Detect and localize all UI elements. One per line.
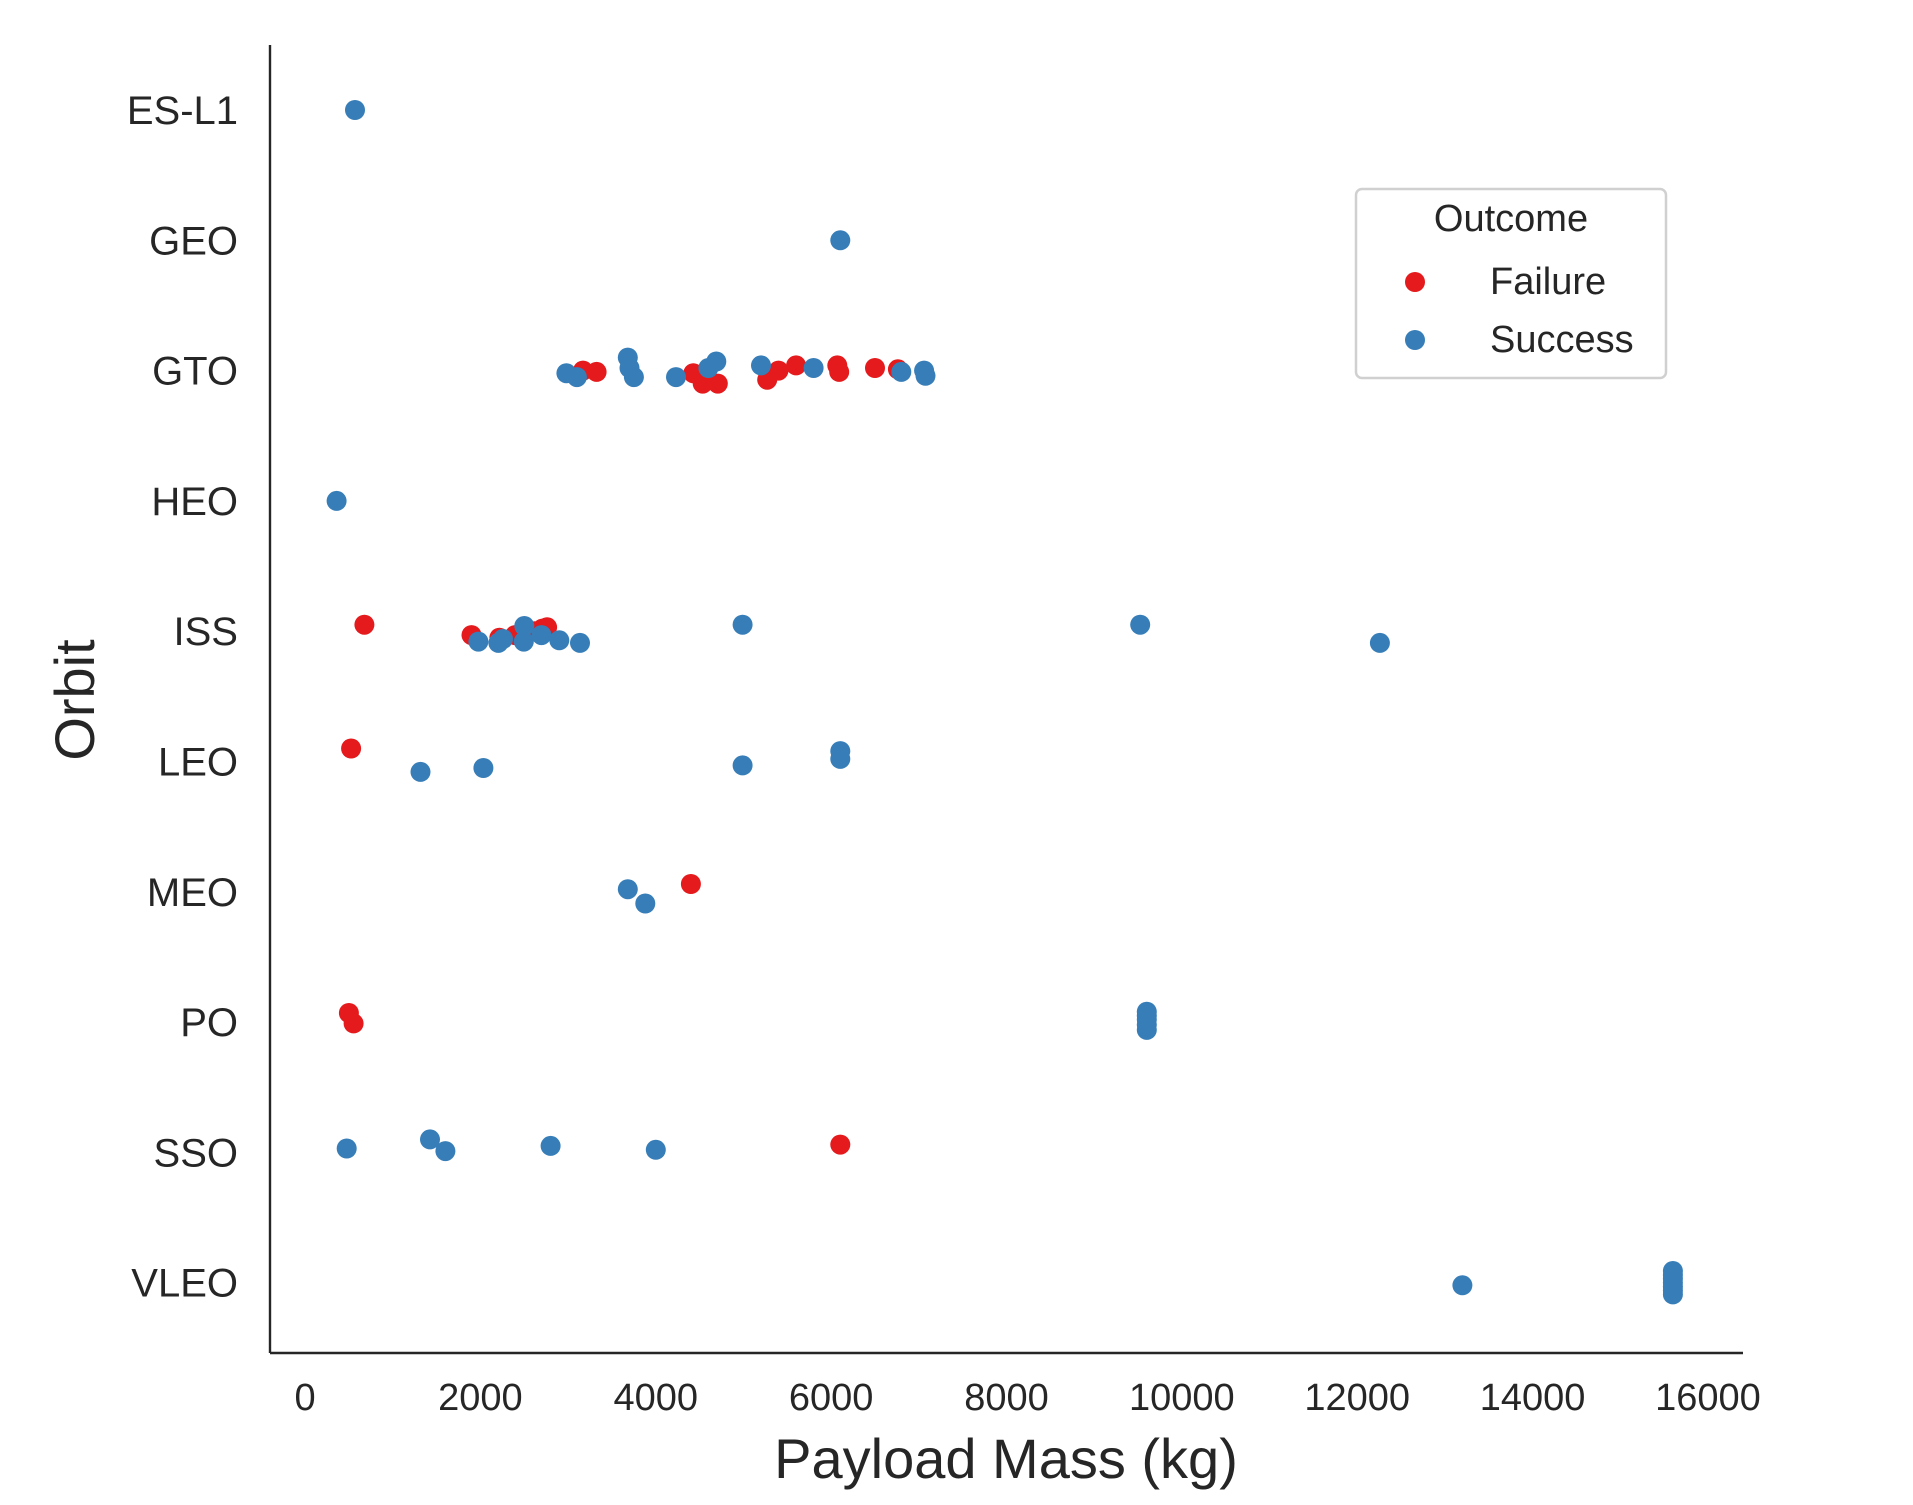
point-success-gto-11 <box>803 358 824 378</box>
y-tick-label-gto: GTO <box>152 350 238 394</box>
legend-label-success: Success <box>1490 319 1634 361</box>
axes <box>268 45 1743 1355</box>
point-failure-gto-10 <box>865 358 885 378</box>
point-success-iss-25 <box>1130 614 1151 635</box>
x-tick-label-4000: 4000 <box>614 1377 699 1419</box>
y-tick-label-iss: ISS <box>174 610 238 654</box>
point-success-iss-16 <box>468 631 489 652</box>
y-axis-label: Orbit <box>43 639 106 761</box>
point-success-leo-29 <box>732 755 753 776</box>
point-failure-iss-12 <box>354 614 375 635</box>
point-success-sso-40 <box>420 1129 440 1150</box>
y-tick-label-leo: LEO <box>158 741 238 785</box>
point-failure-gto-4 <box>707 373 728 394</box>
point-success-vleo-44 <box>1452 1275 1473 1296</box>
point-success-gto-12 <box>891 361 912 382</box>
point-success-iss-19 <box>514 616 535 636</box>
legend-title: Outcome <box>1434 198 1588 240</box>
legend-label-failure: Failure <box>1490 261 1606 303</box>
point-success-iss-22 <box>549 630 570 651</box>
point-success-gto-7 <box>666 367 686 388</box>
point-failure-gto-1 <box>586 361 607 382</box>
point-success-iss-21 <box>531 625 552 646</box>
x-tick-label-6000: 6000 <box>789 1377 874 1419</box>
point-success-geo-1 <box>830 230 851 251</box>
x-tick-labels: 0 2000 4000 6000 8000 10000 12000 14000 16000 <box>295 1377 1761 1419</box>
y-tick-label-sso: SSO <box>154 1131 238 1175</box>
x-tick-label-0: 0 <box>295 1377 316 1419</box>
point-success-sso-39 <box>336 1138 357 1159</box>
point-failure-po-23 <box>343 1013 364 1034</box>
point-success-gto-9 <box>706 351 727 372</box>
x-tick-label-2000: 2000 <box>438 1377 523 1419</box>
y-tick-label-vleo: VLEO <box>131 1262 238 1306</box>
y-tick-label-meo: MEO <box>147 871 238 915</box>
legend: Outcome Failure Success <box>1354 187 1668 380</box>
point-success-meo-33 <box>635 893 656 914</box>
point-success-iss-20 <box>513 631 534 652</box>
point-success-vleo-51 <box>1662 1284 1683 1305</box>
x-tick-label-8000: 8000 <box>964 1377 1049 1419</box>
y-tick-label-heo: HEO <box>151 480 238 524</box>
y-tick-label-geo: GEO <box>149 219 238 263</box>
point-failure-gto-7 <box>786 355 807 376</box>
legend-marker-failure <box>1405 272 1425 292</box>
legend-box <box>1354 187 1668 380</box>
point-success-sso-42 <box>540 1135 561 1156</box>
point-success-leo-31 <box>830 748 851 769</box>
point-success-iss-18 <box>493 629 513 649</box>
point-success-leo-28 <box>473 758 494 778</box>
point-failure-sso-24 <box>830 1134 851 1155</box>
point-failure-gto-3 <box>692 373 713 394</box>
point-failure-gto-9 <box>829 361 850 382</box>
point-success-meo-32 <box>617 879 638 900</box>
point-failure-leo-20 <box>341 738 362 759</box>
y-tick-label-es-l1: ES-L1 <box>127 89 238 133</box>
x-tick-label-14000: 14000 <box>1480 1377 1586 1419</box>
point-success-gto-10 <box>751 355 771 376</box>
point-success-sso-41 <box>435 1141 456 1162</box>
x-tick-label-16000: 16000 <box>1655 1377 1761 1419</box>
point-success-heo-15 <box>326 490 347 511</box>
point-success-iss-24 <box>732 614 753 635</box>
x-tick-label-10000: 10000 <box>1129 1377 1235 1419</box>
point-success-es-l1-0 <box>345 100 365 120</box>
data-points <box>326 100 1683 1305</box>
y-tick-labels: ES-L1 GEO GTO HEO ISS LEO MEO PO SSO VLEO <box>127 89 238 1306</box>
point-failure-gto-6 <box>768 360 789 381</box>
point-success-iss-26 <box>1369 632 1390 653</box>
x-tick-label-12000: 12000 <box>1304 1377 1410 1419</box>
point-success-gto-3 <box>566 367 587 388</box>
y-tick-label-po: PO <box>180 1001 238 1045</box>
point-success-sso-43 <box>645 1139 666 1160</box>
point-success-gto-6 <box>623 367 644 388</box>
point-success-leo-27 <box>410 761 431 782</box>
point-success-po-38 <box>1136 1019 1157 1040</box>
x-axis-label: Payload Mass (kg) <box>774 1427 1238 1490</box>
point-success-gto-14 <box>915 365 936 386</box>
point-success-iss-23 <box>570 632 590 653</box>
point-failure-meo-21 <box>680 874 701 894</box>
legend-marker-success <box>1405 330 1425 350</box>
